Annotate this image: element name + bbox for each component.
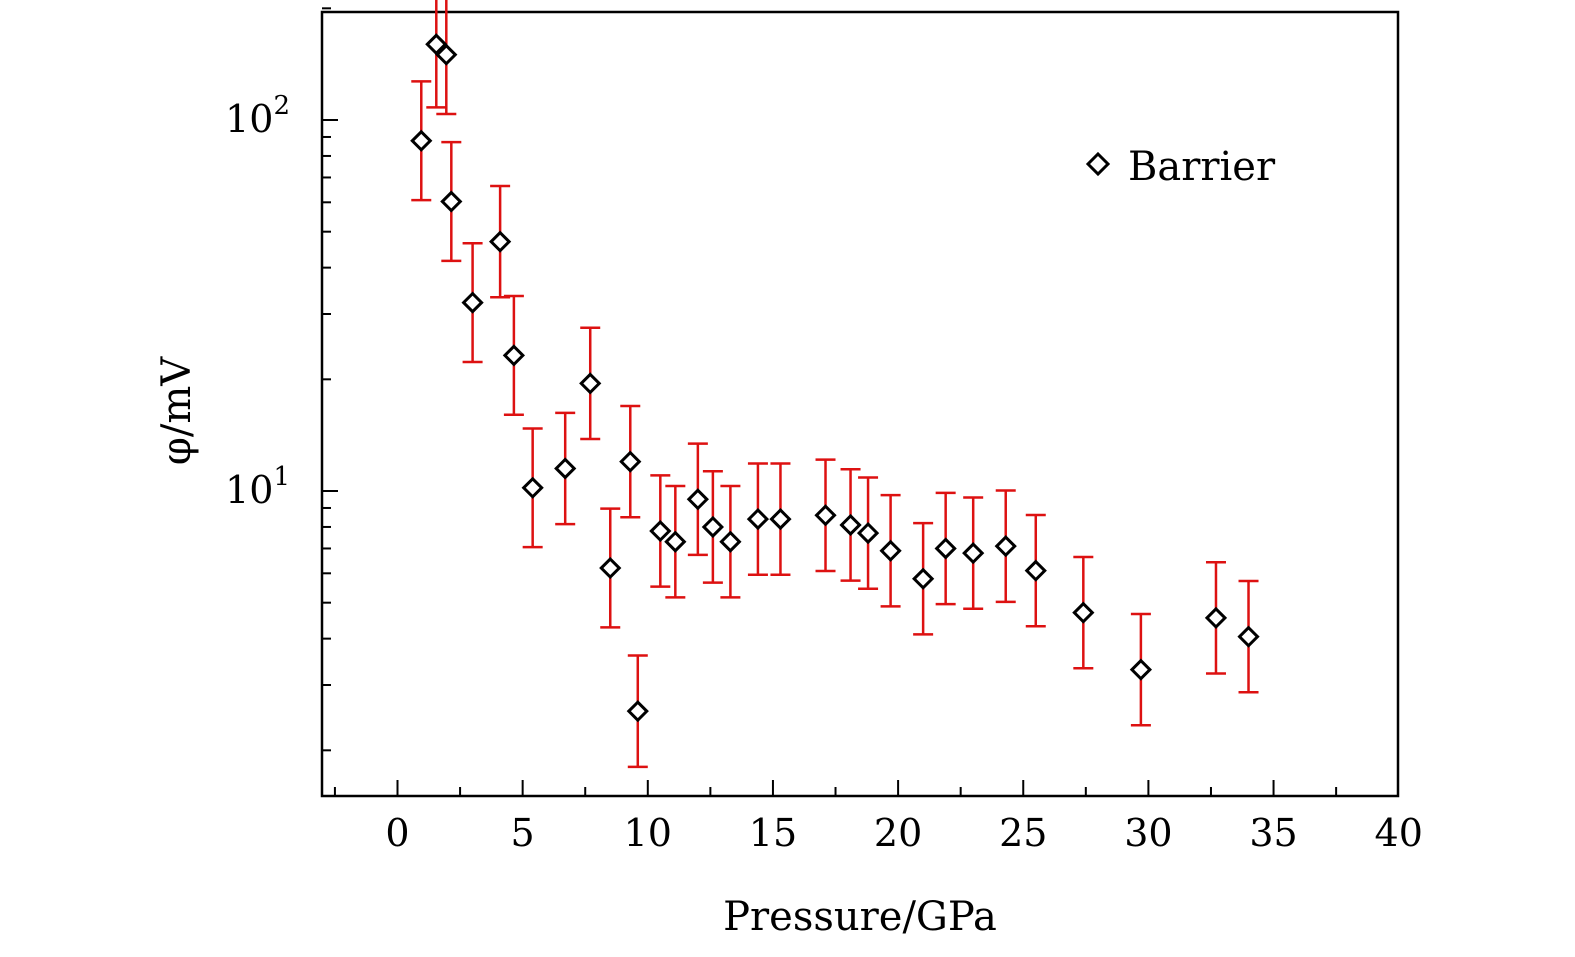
x-tick-label: 20: [874, 811, 922, 855]
data-point-marker: [1024, 559, 1047, 582]
data-point-marker: [649, 519, 672, 543]
x-tick-label: 15: [749, 811, 797, 855]
data-point-marker: [521, 476, 544, 499]
x-axis-title: Pressure/GPa: [723, 894, 997, 940]
legend: Barrier: [1085, 144, 1276, 190]
data-point-marker: [619, 450, 642, 473]
data-point-marker: [579, 372, 602, 395]
legend-marker: [1085, 151, 1111, 177]
data-point-marker: [461, 291, 484, 314]
data-point-marker: [440, 190, 463, 213]
data-point-marker: [912, 567, 935, 590]
y-tick-label: 102: [225, 91, 290, 141]
x-tick-label: 0: [385, 811, 409, 855]
y-tick-label: 101: [225, 462, 290, 512]
data-point-marker: [856, 521, 880, 545]
data-markers: [410, 33, 1260, 723]
data-point-marker: [599, 556, 622, 580]
data-point-marker: [554, 457, 577, 480]
data-point-marker: [994, 535, 1017, 558]
x-tick-label: 25: [999, 811, 1047, 855]
data-point-marker: [839, 513, 862, 537]
data-point-marker: [410, 129, 433, 152]
data-point-marker: [626, 700, 649, 723]
data-point-marker: [502, 344, 526, 367]
x-tick-label: 5: [511, 811, 535, 855]
x-tick-label: 40: [1375, 811, 1423, 855]
legend-label: Barrier: [1128, 144, 1276, 190]
data-point-marker: [425, 33, 448, 56]
data-point-marker: [962, 542, 985, 565]
y-axis-title: φ/mV: [154, 356, 200, 465]
data-point-marker: [746, 507, 770, 531]
data-point-marker: [435, 43, 458, 66]
data-point-marker: [1204, 606, 1228, 629]
data-point-marker: [814, 504, 837, 527]
data-point-marker: [489, 230, 512, 253]
error-bars: [411, 0, 1259, 769]
data-point-marker: [769, 507, 792, 531]
data-point-marker: [701, 515, 724, 539]
data-point-marker: [664, 530, 687, 553]
data-point-marker: [686, 488, 709, 511]
x-tick-label: 10: [624, 811, 672, 855]
data-point-marker: [1072, 601, 1095, 624]
data-point-marker: [719, 530, 742, 553]
data-point-marker: [934, 537, 957, 560]
data-point-marker: [879, 539, 902, 562]
x-tick-label: 30: [1124, 811, 1172, 855]
data-point-marker: [1129, 658, 1153, 681]
data-point-marker: [1237, 625, 1260, 648]
x-tick-label: 35: [1249, 811, 1297, 855]
x-axis: 0 5 10 15 20 25 30 35 40: [333, 780, 1423, 855]
y-axis: 101 102: [225, 7, 338, 752]
plot-area-frame: [320, 10, 1400, 798]
